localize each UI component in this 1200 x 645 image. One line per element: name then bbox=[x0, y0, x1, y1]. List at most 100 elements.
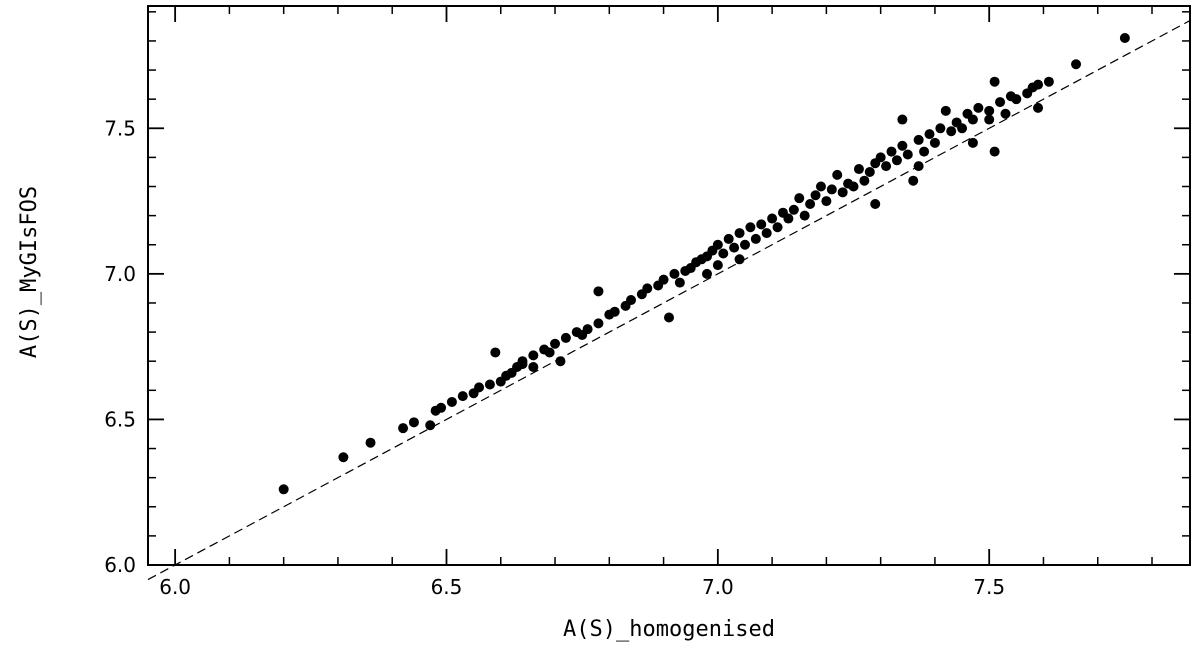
data-point bbox=[338, 452, 349, 463]
data-point bbox=[886, 146, 897, 157]
data-point bbox=[929, 137, 940, 148]
data-point bbox=[902, 149, 913, 160]
data-point bbox=[859, 175, 870, 186]
data-point bbox=[544, 347, 555, 358]
data-point bbox=[457, 391, 468, 402]
data-point bbox=[718, 248, 729, 259]
data-point bbox=[924, 129, 935, 140]
data-point bbox=[815, 181, 826, 192]
data-point bbox=[908, 175, 919, 186]
y-axis-title: A(S)_MyGIsFOS bbox=[17, 186, 42, 358]
data-point bbox=[794, 193, 805, 204]
data-point bbox=[658, 274, 669, 285]
data-point bbox=[701, 268, 712, 279]
data-point bbox=[745, 222, 756, 233]
data-point bbox=[919, 146, 930, 157]
data-point bbox=[821, 196, 832, 207]
x-axis-title: A(S)_homogenised bbox=[563, 617, 775, 642]
data-point bbox=[528, 350, 539, 361]
data-point bbox=[1043, 76, 1054, 87]
data-point bbox=[897, 140, 908, 151]
data-point bbox=[669, 268, 680, 279]
data-point bbox=[734, 254, 745, 265]
data-point bbox=[1033, 79, 1044, 90]
reference-line-layer bbox=[147, 20, 1191, 581]
data-points-layer bbox=[278, 33, 1130, 495]
x-tick-label: 7.5 bbox=[973, 575, 1005, 599]
data-point bbox=[913, 161, 924, 172]
data-point bbox=[446, 396, 457, 407]
data-point bbox=[734, 228, 745, 239]
data-point bbox=[484, 379, 495, 390]
data-point bbox=[940, 105, 951, 116]
x-tick-label: 7.0 bbox=[702, 575, 734, 599]
data-point bbox=[723, 233, 734, 244]
data-point bbox=[642, 283, 653, 294]
x-tick-label: 6.5 bbox=[431, 575, 463, 599]
data-point bbox=[837, 187, 848, 198]
data-point bbox=[826, 184, 837, 195]
data-point bbox=[408, 417, 419, 428]
data-point bbox=[490, 347, 501, 358]
data-point bbox=[555, 356, 566, 367]
plot-frame bbox=[147, 5, 1191, 566]
data-point bbox=[674, 277, 685, 288]
data-point bbox=[767, 213, 778, 224]
data-point bbox=[582, 324, 593, 335]
data-point bbox=[593, 286, 604, 297]
data-point bbox=[957, 123, 968, 134]
data-point bbox=[365, 437, 376, 448]
data-point bbox=[550, 338, 561, 349]
data-point bbox=[436, 402, 447, 413]
data-point bbox=[609, 306, 620, 317]
reference-line bbox=[147, 20, 1191, 581]
data-point bbox=[712, 260, 723, 271]
data-point bbox=[864, 166, 875, 177]
data-point bbox=[664, 312, 674, 323]
data-point bbox=[474, 382, 485, 393]
data-point bbox=[984, 105, 995, 116]
data-point bbox=[799, 210, 810, 221]
data-point bbox=[967, 114, 978, 125]
data-point bbox=[398, 423, 409, 434]
data-point bbox=[425, 420, 436, 431]
data-point bbox=[712, 239, 723, 250]
data-point bbox=[593, 318, 604, 329]
y-tick-label: 6.0 bbox=[104, 553, 136, 577]
data-point bbox=[989, 76, 1000, 87]
data-point bbox=[739, 239, 750, 250]
axes-layer: 6.0 6.5 7.0 7.5 6.0 6.5 7.0 7.5 bbox=[104, 5, 1191, 599]
data-point bbox=[517, 356, 528, 367]
y-tick-label: 7.0 bbox=[104, 262, 136, 286]
data-point bbox=[750, 233, 761, 244]
data-point bbox=[935, 123, 946, 134]
data-point bbox=[1000, 108, 1011, 119]
data-point bbox=[810, 190, 821, 201]
data-point bbox=[805, 198, 816, 209]
data-point bbox=[729, 242, 740, 253]
data-point bbox=[913, 134, 924, 145]
data-point bbox=[1011, 94, 1022, 105]
data-point bbox=[875, 152, 886, 163]
data-point bbox=[1071, 59, 1082, 70]
data-point bbox=[783, 213, 794, 224]
data-point bbox=[891, 155, 902, 166]
data-point bbox=[870, 198, 881, 209]
data-point bbox=[881, 161, 892, 172]
data-point bbox=[788, 204, 799, 215]
data-point bbox=[989, 146, 1000, 157]
data-point bbox=[853, 164, 864, 175]
data-point bbox=[1119, 33, 1130, 44]
data-point bbox=[946, 126, 957, 137]
data-point bbox=[995, 97, 1006, 108]
data-point bbox=[848, 181, 859, 192]
y-tick-label: 6.5 bbox=[104, 407, 136, 431]
data-point bbox=[761, 228, 772, 239]
data-point bbox=[626, 295, 637, 306]
data-point bbox=[832, 169, 843, 180]
data-point bbox=[1033, 102, 1044, 113]
data-point bbox=[897, 114, 908, 125]
data-point bbox=[560, 332, 571, 343]
data-point bbox=[984, 114, 995, 125]
